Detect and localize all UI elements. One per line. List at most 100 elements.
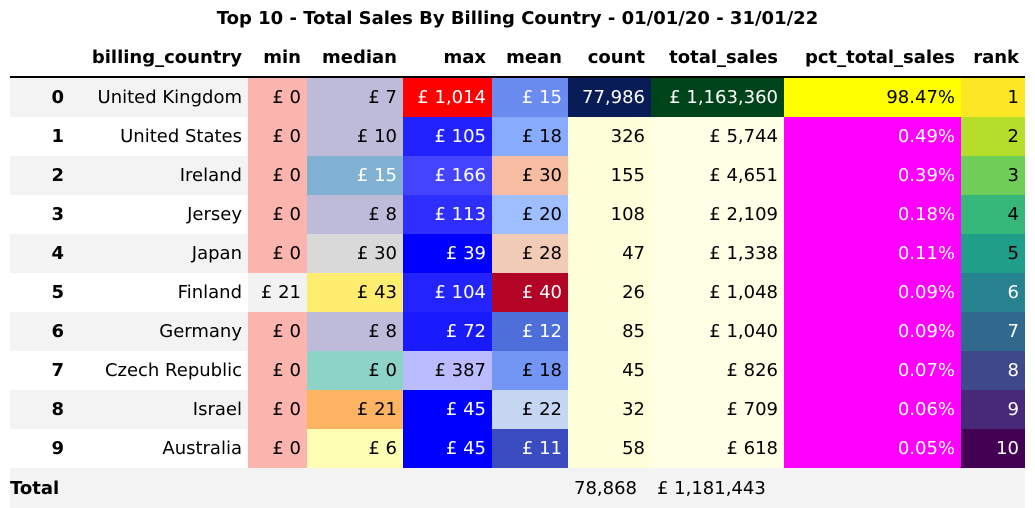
billing-country-cell: United Kingdom <box>70 77 248 117</box>
total-sales-cell: £ 1,048 <box>651 273 784 312</box>
max-cell: £ 45 <box>403 390 492 429</box>
billing-country-cell: Finland <box>70 273 248 312</box>
totals-count: 78,868 <box>568 468 651 508</box>
mean-cell: £ 30 <box>492 156 568 195</box>
rank-cell: 5 <box>961 234 1025 273</box>
median-cell: £ 8 <box>307 312 403 351</box>
billing-country-cell: Jersey <box>70 195 248 234</box>
table-row: 0 United Kingdom £ 0 £ 7 £ 1,014 £ 15 77,986 £ … <box>10 77 1025 117</box>
median-cell: £ 15 <box>307 156 403 195</box>
table-row: 8 Israel £ 0 £ 21 £ 45 £ 22 32 £ 709 0.06% 9 <box>10 390 1025 429</box>
min-cell: £ 0 <box>248 77 307 117</box>
pct-total-sales-cell: 0.18% <box>784 195 961 234</box>
rank-cell: 8 <box>961 351 1025 390</box>
rank-cell: 2 <box>961 117 1025 156</box>
pct-total-sales-cell: 98.47% <box>784 77 961 117</box>
pct-total-sales-cell: 0.05% <box>784 429 961 468</box>
table-row: 4 Japan £ 0 £ 30 £ 39 £ 28 47 £ 1,338 0.11% 5 <box>10 234 1025 273</box>
billing-country-cell: Ireland <box>70 156 248 195</box>
min-cell: £ 0 <box>248 234 307 273</box>
col-header-pct-total-sales: pct_total_sales <box>804 46 955 68</box>
totals-row: Total 78,868 £ 1,181,443 <box>10 468 1025 508</box>
billing-country-cell: Japan <box>70 234 248 273</box>
rank-cell: 6 <box>961 273 1025 312</box>
rank-cell: 10 <box>961 429 1025 468</box>
rank-cell: 3 <box>961 156 1025 195</box>
billing-country-cell: United States <box>70 117 248 156</box>
max-cell: £ 387 <box>403 351 492 390</box>
col-header-rank: rank <box>973 46 1019 68</box>
max-cell: £ 104 <box>403 273 492 312</box>
total-sales-cell: £ 1,163,360 <box>651 77 784 117</box>
median-cell: £ 43 <box>307 273 403 312</box>
col-header-mean: mean <box>506 46 562 68</box>
total-sales-cell: £ 826 <box>651 351 784 390</box>
col-header-total-sales: total_sales <box>669 46 778 68</box>
count-cell: 326 <box>568 117 651 156</box>
min-cell: £ 0 <box>248 117 307 156</box>
min-cell: £ 0 <box>248 351 307 390</box>
min-cell: £ 21 <box>248 273 307 312</box>
median-cell: £ 21 <box>307 390 403 429</box>
col-header-index <box>10 38 70 77</box>
count-cell: 108 <box>568 195 651 234</box>
pct-total-sales-cell: 0.06% <box>784 390 961 429</box>
table-row: 6 Germany £ 0 £ 8 £ 72 £ 12 85 £ 1,040 0.09% 7 <box>10 312 1025 351</box>
billing-country-cell: Australia <box>70 429 248 468</box>
count-cell: 77,986 <box>568 77 651 117</box>
mean-cell: £ 22 <box>492 390 568 429</box>
pct-total-sales-cell: 0.11% <box>784 234 961 273</box>
total-sales-cell: £ 1,040 <box>651 312 784 351</box>
count-cell: 155 <box>568 156 651 195</box>
row-index: 5 <box>10 273 70 312</box>
table-row: 2 Ireland £ 0 £ 15 £ 166 £ 30 155 £ 4,651 0.39% 3 <box>10 156 1025 195</box>
min-cell: £ 0 <box>248 429 307 468</box>
pct-total-sales-cell: 0.09% <box>784 312 961 351</box>
median-cell: £ 8 <box>307 195 403 234</box>
max-cell: £ 45 <box>403 429 492 468</box>
rank-cell: 7 <box>961 312 1025 351</box>
total-sales-cell: £ 1,338 <box>651 234 784 273</box>
mean-cell: £ 12 <box>492 312 568 351</box>
table-row: 7 Czech Republic £ 0 £ 0 £ 387 £ 18 45 £ 826 0.0… <box>10 351 1025 390</box>
mean-cell: £ 40 <box>492 273 568 312</box>
mean-cell: £ 18 <box>492 351 568 390</box>
rank-cell: 4 <box>961 195 1025 234</box>
max-cell: £ 1,014 <box>403 77 492 117</box>
table-row: 1 United States £ 0 £ 10 £ 105 £ 18 326 £ 5,744… <box>10 117 1025 156</box>
billing-country-cell: Israel <box>70 390 248 429</box>
total-sales-cell: £ 618 <box>651 429 784 468</box>
totals-total-sales: £ 1,181,443 <box>651 468 784 508</box>
count-cell: 47 <box>568 234 651 273</box>
row-index: 8 <box>10 390 70 429</box>
min-cell: £ 0 <box>248 195 307 234</box>
row-index: 2 <box>10 156 70 195</box>
median-cell: £ 7 <box>307 77 403 117</box>
min-cell: £ 0 <box>248 312 307 351</box>
row-index: 9 <box>10 429 70 468</box>
min-cell: £ 0 <box>248 390 307 429</box>
total-sales-cell: £ 5,744 <box>651 117 784 156</box>
mean-cell: £ 28 <box>492 234 568 273</box>
count-cell: 85 <box>568 312 651 351</box>
count-cell: 45 <box>568 351 651 390</box>
col-header-billing-country: billing_country <box>91 46 242 68</box>
table-row: 5 Finland £ 21 £ 43 £ 104 £ 40 26 £ 1,048 0.09% 6 <box>10 273 1025 312</box>
row-index: 3 <box>10 195 70 234</box>
min-cell: £ 0 <box>248 156 307 195</box>
row-index: 0 <box>10 77 70 117</box>
max-cell: £ 166 <box>403 156 492 195</box>
row-index: 6 <box>10 312 70 351</box>
billing-country-cell: Germany <box>70 312 248 351</box>
max-cell: £ 72 <box>403 312 492 351</box>
col-header-min: min <box>263 46 301 68</box>
median-cell: £ 6 <box>307 429 403 468</box>
pct-total-sales-cell: 0.07% <box>784 351 961 390</box>
col-header-count: count <box>587 46 645 68</box>
max-cell: £ 105 <box>403 117 492 156</box>
mean-cell: £ 18 <box>492 117 568 156</box>
col-header-max: max <box>443 46 486 68</box>
mean-cell: £ 20 <box>492 195 568 234</box>
count-cell: 58 <box>568 429 651 468</box>
row-index: 1 <box>10 117 70 156</box>
